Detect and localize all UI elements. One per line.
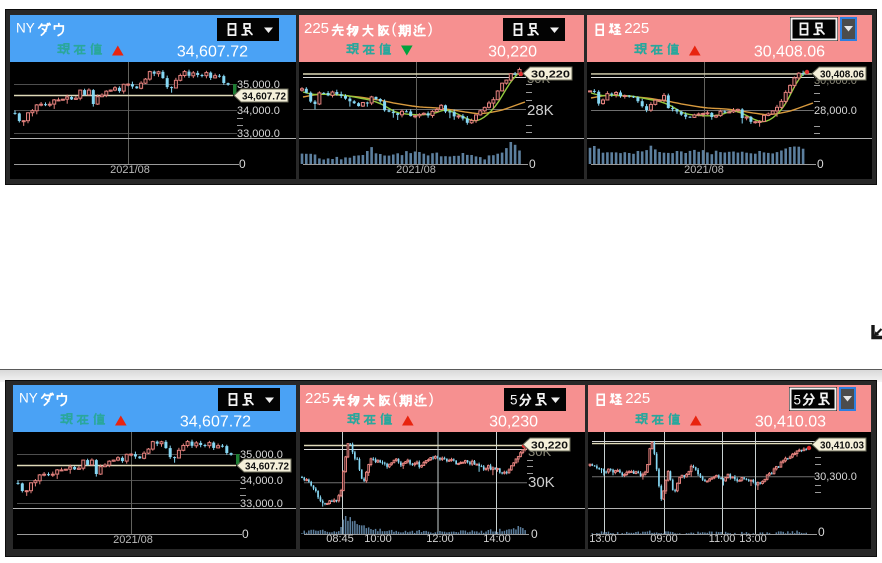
svg-text:28,000.0: 28,000.0 xyxy=(814,105,857,117)
svg-text:0: 0 xyxy=(242,527,249,541)
svg-text:13:00: 13:00 xyxy=(739,533,767,545)
svg-text:30,220: 30,220 xyxy=(531,440,568,452)
svg-text:0: 0 xyxy=(531,527,538,541)
svg-text:2021/08: 2021/08 xyxy=(110,164,150,176)
svg-text:0: 0 xyxy=(529,157,536,171)
svg-text:35,000.0: 35,000.0 xyxy=(237,79,280,91)
svg-text:35,000.0: 35,000.0 xyxy=(240,449,283,461)
svg-text:34,000.0: 34,000.0 xyxy=(240,475,283,487)
svg-text:30,220: 30,220 xyxy=(531,69,570,81)
svg-text:30,220: 30,220 xyxy=(488,44,537,61)
svg-text:0: 0 xyxy=(818,525,825,539)
svg-text:30,408.06: 30,408.06 xyxy=(820,70,864,81)
svg-text:33,000.0: 33,000.0 xyxy=(240,498,283,510)
svg-text:33,000.0: 33,000.0 xyxy=(237,128,280,140)
svg-text:225: 225 xyxy=(305,390,330,407)
svg-text:34,607.72: 34,607.72 xyxy=(177,44,248,61)
svg-text:5: 5 xyxy=(510,393,518,408)
svg-text:5: 5 xyxy=(794,393,802,408)
svg-text:225: 225 xyxy=(625,390,650,407)
svg-text:30,410.03: 30,410.03 xyxy=(755,414,826,431)
svg-text:34,607.72: 34,607.72 xyxy=(242,92,286,103)
svg-text:30,408.06: 30,408.06 xyxy=(754,44,825,61)
svg-text:13:00: 13:00 xyxy=(589,533,617,545)
svg-text:09:00: 09:00 xyxy=(650,533,678,545)
svg-text:14:00: 14:00 xyxy=(483,533,511,545)
svg-text:30K: 30K xyxy=(528,474,555,491)
svg-text:2021/08: 2021/08 xyxy=(684,164,724,176)
svg-text:30,300.0: 30,300.0 xyxy=(814,471,857,483)
svg-text:12:00: 12:00 xyxy=(426,533,454,545)
svg-text:NY: NY xyxy=(19,391,38,406)
svg-text:11:00: 11:00 xyxy=(709,533,736,545)
svg-text:): ) xyxy=(428,21,433,38)
svg-text:08:45: 08:45 xyxy=(326,533,354,545)
svg-text:225: 225 xyxy=(624,20,649,37)
svg-text:(: ( xyxy=(392,21,397,38)
svg-text:34,607.72: 34,607.72 xyxy=(180,414,251,431)
svg-text:34,607.72: 34,607.72 xyxy=(245,462,289,473)
svg-text:0: 0 xyxy=(239,157,246,171)
svg-text:(: ( xyxy=(393,391,398,408)
svg-text:2021/08: 2021/08 xyxy=(396,164,436,176)
svg-text:225: 225 xyxy=(304,20,329,37)
svg-text:10:00: 10:00 xyxy=(364,533,392,545)
svg-text:34,000.0: 34,000.0 xyxy=(237,105,280,117)
svg-text:28K: 28K xyxy=(527,102,554,119)
svg-text:0: 0 xyxy=(817,157,824,171)
svg-text:NY: NY xyxy=(16,21,35,36)
svg-text:2021/08: 2021/08 xyxy=(113,534,153,546)
svg-text:30,230: 30,230 xyxy=(489,414,538,431)
svg-text:30,410.03: 30,410.03 xyxy=(820,441,864,452)
svg-text:): ) xyxy=(429,391,434,408)
